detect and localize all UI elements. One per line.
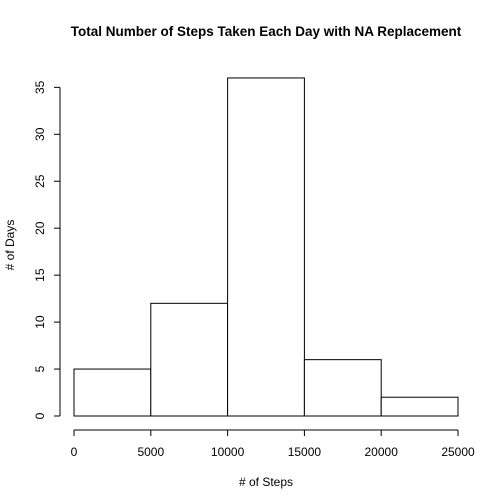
chart-title: Total Number of Steps Taken Each Day wit… bbox=[71, 24, 462, 39]
x-tick-label: 20000 bbox=[365, 445, 399, 459]
x-tick-label: 15000 bbox=[288, 445, 322, 459]
x-axis: 0 5000 10000 15000 20000 25000 bbox=[71, 430, 475, 459]
x-tick-label: 25000 bbox=[441, 445, 475, 459]
y-tick-label: 25 bbox=[33, 174, 47, 188]
histogram-bar-0 bbox=[74, 369, 151, 416]
x-axis-label: # of Steps bbox=[239, 475, 293, 489]
histogram-bar-1 bbox=[151, 303, 228, 416]
y-tick-label: 30 bbox=[33, 127, 47, 141]
x-tick-label: 0 bbox=[71, 445, 78, 459]
y-axis: 0 5 10 15 20 25 30 35 bbox=[33, 80, 60, 419]
y-tick-label: 5 bbox=[33, 365, 47, 372]
histogram-bar-3 bbox=[304, 360, 381, 416]
y-tick-label: 15 bbox=[33, 268, 47, 282]
y-tick-label: 35 bbox=[33, 80, 47, 94]
x-tick-label: 10000 bbox=[211, 445, 245, 459]
y-axis-label: # of Days bbox=[3, 220, 17, 271]
bars-group bbox=[74, 78, 458, 416]
histogram-bar-4 bbox=[381, 397, 458, 416]
x-tick-label: 5000 bbox=[137, 445, 164, 459]
histogram-bar-2 bbox=[228, 78, 305, 416]
y-tick-label: 10 bbox=[33, 315, 47, 329]
y-tick-label: 0 bbox=[33, 412, 47, 419]
y-tick-label: 20 bbox=[33, 221, 47, 235]
